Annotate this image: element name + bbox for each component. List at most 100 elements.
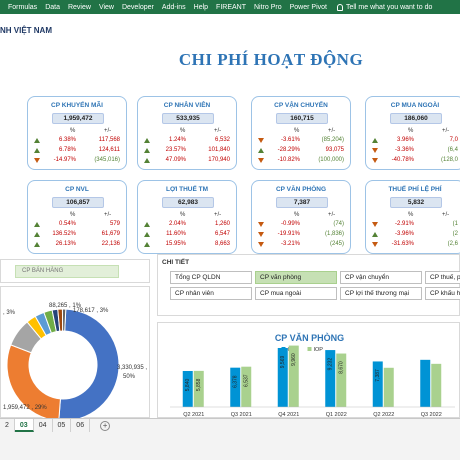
kpi-row: -3.61% (85,204) — [252, 137, 350, 146]
kpi-row-pct: 47.09% — [165, 157, 186, 163]
kpi-row: 47.09% 170,940 — [138, 157, 236, 166]
bar-cr — [277, 347, 288, 407]
page-title: CHI PHÍ HOẠT ĐỘNG — [178, 50, 364, 69]
kpi-card: CP NHÂN VIÊN 533,935% +/- 1.24% 6,532 23.57% 1… — [137, 96, 237, 170]
ribbon-tab[interactable]: FIREANT — [216, 3, 246, 11]
kpi-row-abs: 117,568 — [98, 137, 120, 143]
tell-me-search[interactable]: Tell me what you want to do — [336, 3, 433, 11]
kpi-card-title: CP NVL — [65, 186, 89, 193]
detail-slicer-item[interactable]: CP nhân viên — [170, 287, 252, 300]
arrow-down-icon — [372, 222, 378, 227]
bar-value-label: 9,569 — [280, 356, 286, 369]
detail-slicer-item[interactable]: CP khấu hao — [425, 287, 460, 300]
arrow-down-icon — [258, 138, 264, 143]
kpi-row-pct: -31.63% — [391, 241, 414, 247]
bar-iop — [241, 366, 252, 407]
arrow-down-icon — [372, 148, 378, 153]
legend-label: IOP — [314, 347, 324, 353]
bar-value-label: 9,960 — [291, 353, 297, 366]
sheet-tab[interactable]: 04 — [34, 419, 53, 432]
abs-header: +/- — [104, 128, 112, 134]
abs-header: +/- — [104, 212, 112, 218]
ribbon-tab[interactable]: Nitro Pro — [254, 3, 282, 11]
kpi-card-title: CP VĂN PHÒNG — [275, 186, 327, 193]
kpi-card-value: 160,715 — [276, 113, 328, 124]
detail-slicer-item[interactable]: CP lợi thế thương mại — [340, 287, 422, 300]
bar-value-label: 7,387 — [375, 369, 381, 382]
kpi-row-abs: (128,0 — [440, 157, 458, 163]
kpi-card-title: THUẾ PHÍ LỆ PHÍ — [388, 186, 442, 193]
bar-cr — [182, 370, 193, 407]
arrow-up-icon — [144, 242, 150, 247]
detail-slicer-item[interactable]: CP thuế, phí — [425, 271, 460, 284]
kpi-row: -0.99% (74) — [252, 221, 350, 230]
bar-iop — [193, 370, 204, 407]
tell-me-label: Tell me what you want to do — [345, 3, 433, 11]
bar-iop — [336, 353, 347, 407]
ribbon-tab[interactable]: Developer — [121, 3, 154, 11]
arrow-down-icon — [372, 242, 378, 247]
donut-label: 88,265 , 1% — [49, 303, 82, 309]
slicer-item-cp-ban-hang[interactable]: CP BÁN HÀNG — [15, 265, 119, 278]
detail-slicer-item[interactable]: CP mua ngoài — [255, 287, 337, 300]
bar-value-label: 6,537 — [244, 374, 250, 387]
detail-slicer-item[interactable]: Tổng CP QLDN — [170, 271, 252, 284]
ribbon-tabs: Formulas Data Review View Developer Add-ins He… — [0, 0, 460, 14]
kpi-card-value: 106,857 — [52, 197, 104, 208]
donut-label: 178,617 , 3% — [73, 308, 109, 314]
ribbon-tab[interactable]: Help — [193, 3, 209, 11]
ribbon-tab[interactable]: Add-ins — [161, 3, 186, 11]
pct-header: % — [408, 212, 414, 218]
ribbon-tab[interactable]: Formulas — [8, 3, 38, 11]
x-tick-label: Q4 2021 — [278, 412, 299, 418]
pct-header: % — [294, 212, 300, 218]
sheet-tab[interactable]: 03 — [14, 419, 34, 432]
abs-header: +/- — [328, 128, 336, 134]
kpi-row-pct: 6.38% — [58, 137, 76, 143]
kpi-card-value: 533,935 — [162, 113, 214, 124]
kpi-row-pct: 1.24% — [168, 137, 186, 143]
kpi-row: 23.57% 101,840 — [138, 147, 236, 156]
kpi-row: -40.78% (128,0 — [366, 157, 460, 166]
kpi-row-abs: (345,016) — [94, 157, 120, 163]
lightbulb-icon — [336, 3, 343, 11]
kpi-row-abs: 6,547 — [214, 231, 230, 237]
abs-header: +/- — [214, 212, 222, 218]
pct-header: % — [70, 128, 76, 134]
sheet-tab-bar: 2 03 04 05 06 + — [0, 418, 460, 432]
bar-value-label: 6,378 — [233, 375, 239, 388]
kpi-row-abs: 7,0 — [449, 137, 458, 143]
pct-header: % — [180, 212, 186, 218]
detail-slicer-item[interactable]: CP văn phòng — [255, 271, 337, 284]
kpi-row-pct: -3.21% — [280, 241, 300, 247]
donut-svg: 88,265 , 1%178,617 , 3% , 3% 3,330,935 , 50… — [3, 303, 147, 418]
arrow-up-icon — [258, 148, 264, 153]
ribbon-tab[interactable]: Review — [67, 3, 91, 11]
kpi-row-abs: (6,4 — [447, 147, 458, 153]
ribbon-tab[interactable]: Power Pivot — [289, 3, 327, 11]
abs-header: +/- — [328, 212, 336, 218]
ribbon-tab[interactable]: Data — [45, 3, 60, 11]
x-tick-label: Q2 2021 — [183, 412, 204, 418]
donut-label: 50% — [123, 374, 136, 380]
sheet-tab[interactable]: 05 — [53, 419, 72, 432]
add-sheet-icon[interactable]: + — [100, 420, 111, 431]
kpi-row: 15.95% 8,663 — [138, 241, 236, 250]
detail-slicer-item[interactable]: CP vận chuyển — [340, 271, 422, 284]
kpi-row: -3.21% (245) — [252, 241, 350, 250]
ribbon-tab[interactable]: View — [98, 3, 114, 11]
abs-header: +/- — [214, 128, 222, 134]
sheet-tab[interactable]: 2 — [0, 419, 15, 432]
sheet-tab[interactable]: 06 — [71, 419, 91, 432]
kpi-row-pct: -3.36% — [394, 147, 414, 153]
donut-slice — [58, 308, 120, 418]
kpi-row-abs: 6,532 — [214, 137, 230, 143]
legend-swatch — [307, 347, 312, 351]
kpi-row-abs: (1 — [452, 221, 458, 227]
kpi-row-pct: 2.04% — [168, 221, 186, 227]
kpi-row-pct: -0.99% — [280, 221, 300, 227]
kpi-row: -10.82% (100,000) — [252, 157, 350, 166]
detail-title: CHI TIẾT — [162, 259, 190, 266]
pct-header: % — [70, 212, 76, 218]
